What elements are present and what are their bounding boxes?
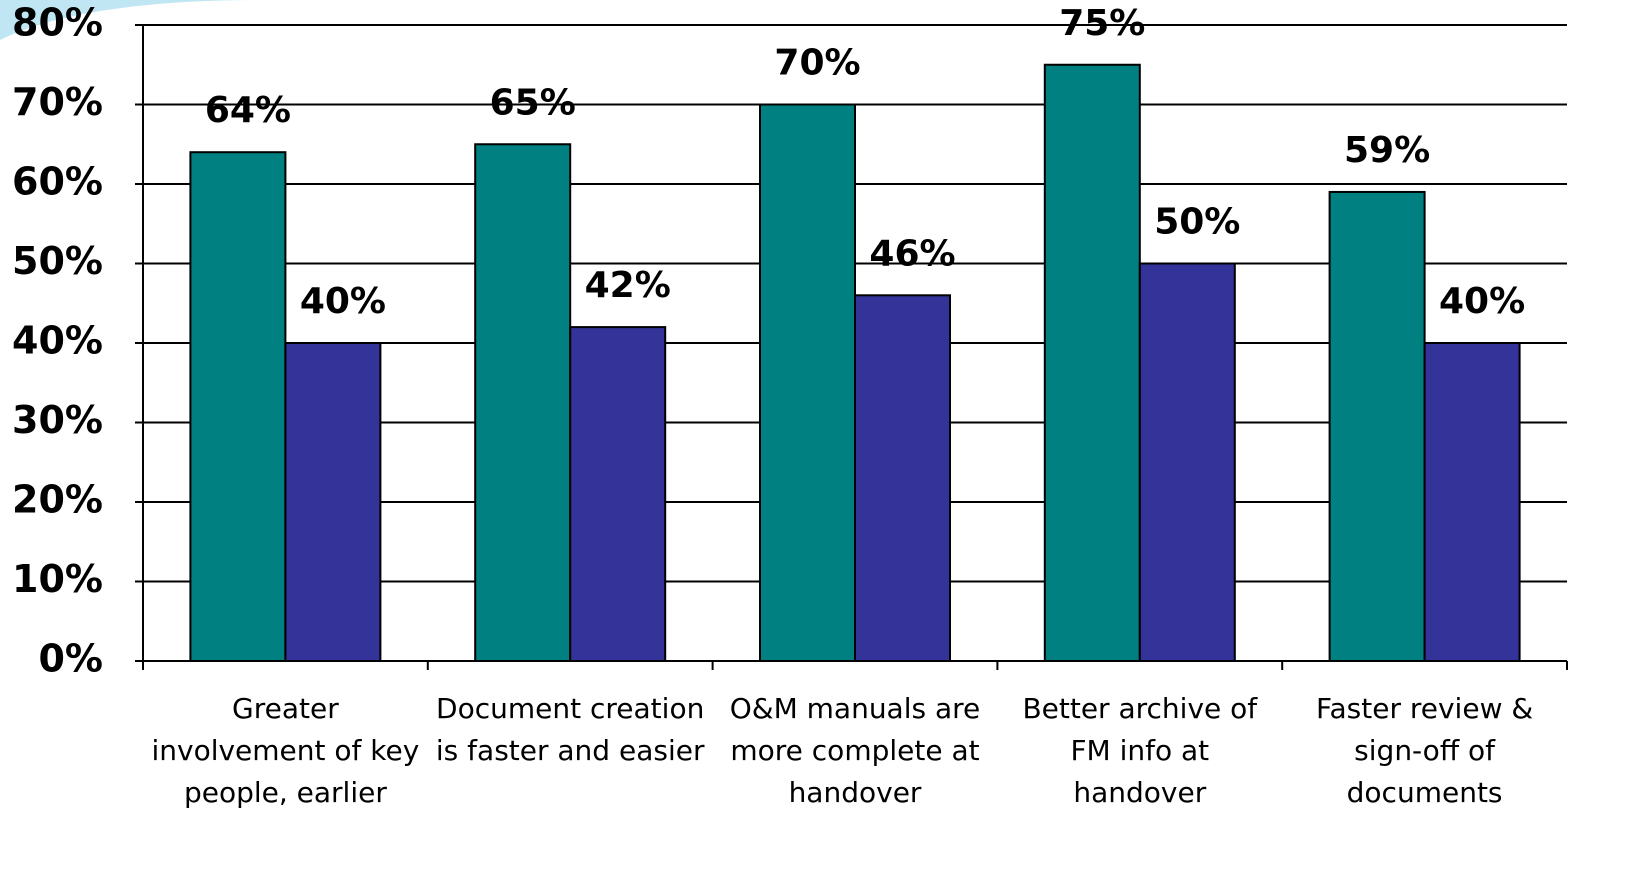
bar <box>189 151 287 662</box>
x-tick-label: Better archive of FM info at handover <box>1022 692 1258 809</box>
data-label: 70% <box>774 43 860 84</box>
x-tick-label: Greater involvement of key people, earli… <box>151 692 420 809</box>
y-tick-label: 50% <box>12 239 103 283</box>
data-label: 50% <box>1154 202 1240 243</box>
data-label: 75% <box>1059 3 1145 44</box>
data-label: 64% <box>205 90 291 131</box>
data-label: 65% <box>490 82 576 123</box>
x-tick-label: Document creation is faster and easier <box>435 692 705 767</box>
bar <box>474 143 572 662</box>
bar <box>1138 262 1236 662</box>
y-tick-label: 10% <box>12 557 103 601</box>
y-tick-label: 80% <box>12 1 103 45</box>
data-label: 46% <box>869 233 955 274</box>
bar <box>569 326 667 662</box>
y-tick-label: 60% <box>12 160 103 204</box>
data-label: 42% <box>585 265 671 306</box>
data-label: 59% <box>1344 130 1430 171</box>
data-label: 40% <box>300 281 386 322</box>
data-label: 40% <box>1439 281 1525 322</box>
bar <box>759 103 856 662</box>
bar <box>854 294 951 662</box>
bar <box>284 342 382 662</box>
bar <box>1423 342 1521 662</box>
y-tick-label: 30% <box>12 398 103 442</box>
x-tick-label: O&M manuals are more complete at handove… <box>729 692 981 809</box>
y-tick-label: 20% <box>12 478 103 522</box>
bar <box>1043 63 1141 662</box>
y-tick-label: 0% <box>38 637 103 681</box>
y-tick-label: 40% <box>12 319 103 363</box>
y-tick-label: 70% <box>12 80 103 124</box>
decoration <box>0 0 260 40</box>
bar <box>1328 190 1426 662</box>
x-tick-label: Faster review & sign-off of documents <box>1315 692 1534 809</box>
